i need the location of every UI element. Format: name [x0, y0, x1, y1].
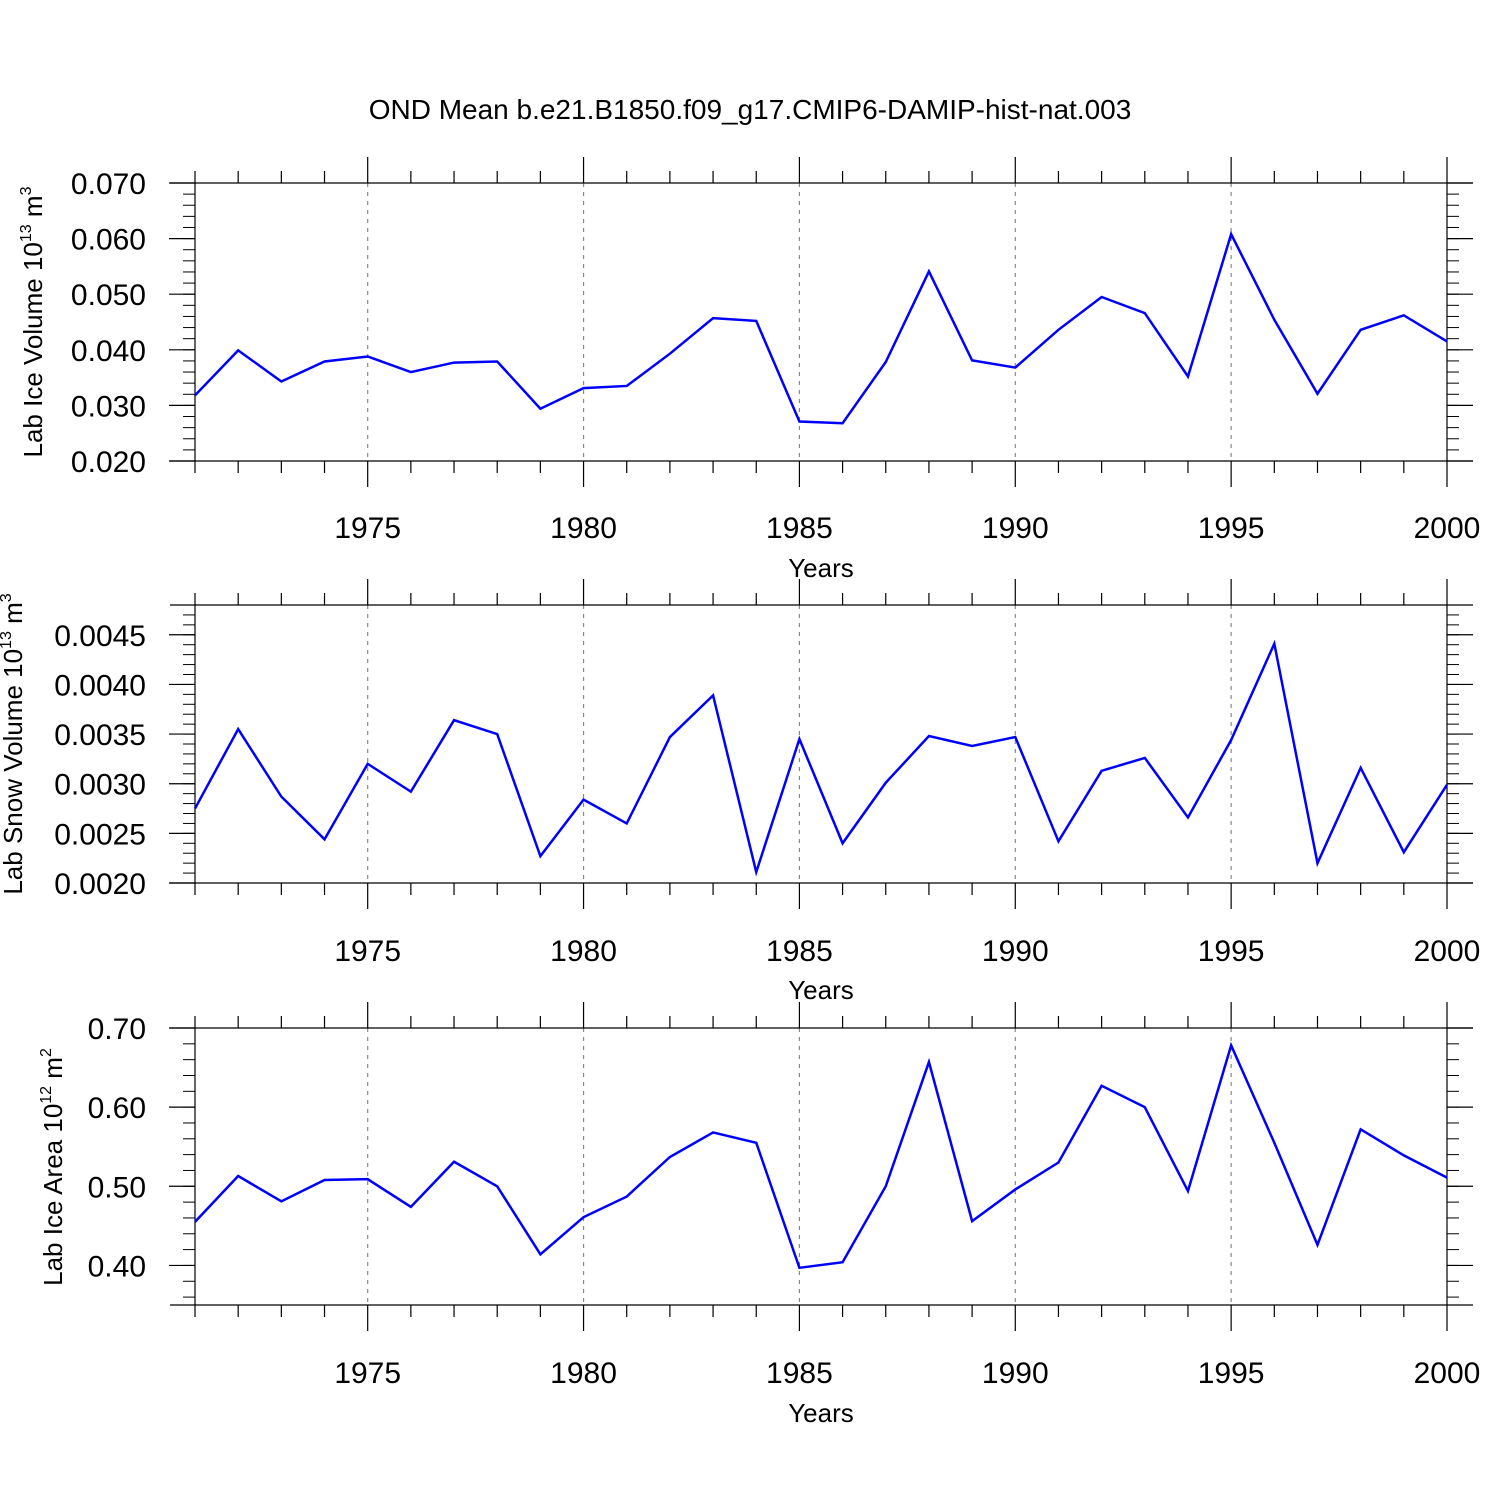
- x-axis-label: Years: [788, 553, 854, 583]
- y-axis-label: Lab Ice Area 1012 m2: [38, 1048, 68, 1286]
- x-tick-label: 1980: [550, 1357, 617, 1390]
- y-tick-label: 0.050: [71, 279, 146, 312]
- y-tick-label: 0.0025: [54, 818, 146, 851]
- x-tick-label: 2000: [1414, 512, 1481, 545]
- x-tick-label: 1990: [982, 512, 1049, 545]
- series-line: [194, 1041, 1448, 1270]
- x-tick-label: 1975: [334, 935, 401, 968]
- y-tick-label: 0.060: [71, 224, 146, 257]
- x-tick-label: 1990: [982, 1357, 1049, 1390]
- y-tick-label: 0.030: [71, 390, 146, 423]
- y-axis-label: Lab Ice Volume 1013 m3: [18, 186, 48, 457]
- y-tick-label: 0.070: [71, 168, 146, 201]
- chart-title: OND Mean b.e21.B1850.f09_g17.CMIP6-DAMIP…: [369, 94, 1132, 125]
- y-tick-label: 0.0020: [54, 868, 146, 901]
- x-tick-label: 2000: [1414, 935, 1481, 968]
- panel-2: 0.0020 0.0025 0.0030 0.0035 0.0040 0.0045 1975…: [0, 579, 1480, 1005]
- x-tick-label: 1985: [766, 512, 833, 545]
- x-tick-label: 1990: [982, 935, 1049, 968]
- x-tick-label: 2000: [1414, 1357, 1481, 1390]
- y-tick-label: 0.0040: [54, 669, 146, 702]
- x-axis-label: Years: [788, 975, 854, 1005]
- x-tick-label: 1980: [550, 935, 617, 968]
- y-tick-label: 0.50: [88, 1171, 146, 1204]
- y-tick-label: 0.60: [88, 1092, 146, 1125]
- x-tick-label: 1995: [1198, 512, 1265, 545]
- x-tick-label: 1980: [550, 512, 617, 545]
- x-tick-label: 1975: [334, 512, 401, 545]
- y-tick-label: 0.70: [88, 1013, 146, 1046]
- panel-3: 0.40 0.50 0.60 0.70 1975 1980 1985 1990 1995 2000…: [38, 1002, 1480, 1428]
- y-tick-label: 0.040: [71, 335, 146, 368]
- x-tick-label: 1985: [766, 935, 833, 968]
- y-tick-label: 0.0035: [54, 719, 146, 752]
- y-tick-label: 0.0045: [54, 620, 146, 653]
- y-tick-label: 0.0030: [54, 769, 146, 802]
- y-tick-label: 0.020: [71, 446, 146, 479]
- y-tick-label: 0.40: [88, 1250, 146, 1283]
- x-tick-label: 1995: [1198, 1357, 1265, 1390]
- x-axis-label: Years: [788, 1398, 854, 1428]
- x-tick-label: 1995: [1198, 935, 1265, 968]
- y-axis-label: Lab Snow Volume 1013 m3: [0, 593, 28, 894]
- series-line: [193, 639, 1449, 877]
- x-tick-label: 1975: [334, 1357, 401, 1390]
- series-line: [194, 230, 1448, 425]
- x-tick-label: 1985: [766, 1357, 833, 1390]
- panel-1: 0.020 0.030 0.040 0.050 0.060 0.070 1975 1980 19…: [18, 157, 1480, 583]
